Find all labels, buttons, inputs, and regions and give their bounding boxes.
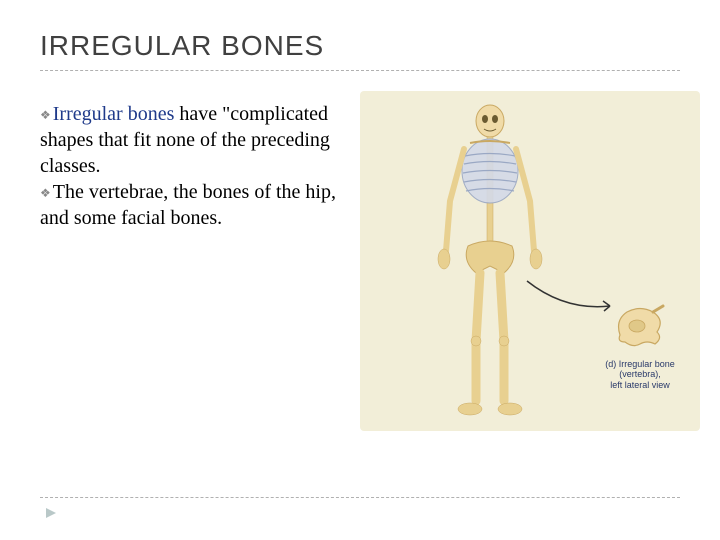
vertebra-illustration [605,300,675,350]
bullet-1-lead: Irregular bones [53,103,175,125]
image-column: (d) Irregular bone (vertebra), left late… [340,101,680,441]
footer-arrow-icon [44,506,58,520]
vertebra-caption: (d) Irregular bone (vertebra), left late… [590,359,690,391]
diamond-icon: ❖ [40,108,51,122]
content-row: ❖Irregular bones have "complicated shape… [40,101,680,441]
bullet-2: ❖The vertebrae, the bones of the hip, an… [40,179,340,231]
anatomy-figure: (d) Irregular bone (vertebra), left late… [360,91,700,431]
diamond-icon: ❖ [40,186,51,200]
vertebra-callout: (d) Irregular bone (vertebra), left late… [590,300,690,391]
text-column: ❖Irregular bones have "complicated shape… [40,101,340,441]
slide-title: IRREGULAR BONES [40,30,680,62]
bullet-1: ❖Irregular bones have "complicated shape… [40,101,340,179]
caption-line-1: (d) Irregular bone (vertebra), [590,359,690,381]
skeleton-illustration [420,101,560,421]
divider-top [40,70,680,71]
divider-bottom [40,497,680,498]
slide: IRREGULAR BONES ❖Irregular bones have "c… [0,0,720,540]
bullet-2-text: The vertebrae, the bones of the hip, and… [40,181,336,229]
caption-line-2: left lateral view [590,380,690,391]
